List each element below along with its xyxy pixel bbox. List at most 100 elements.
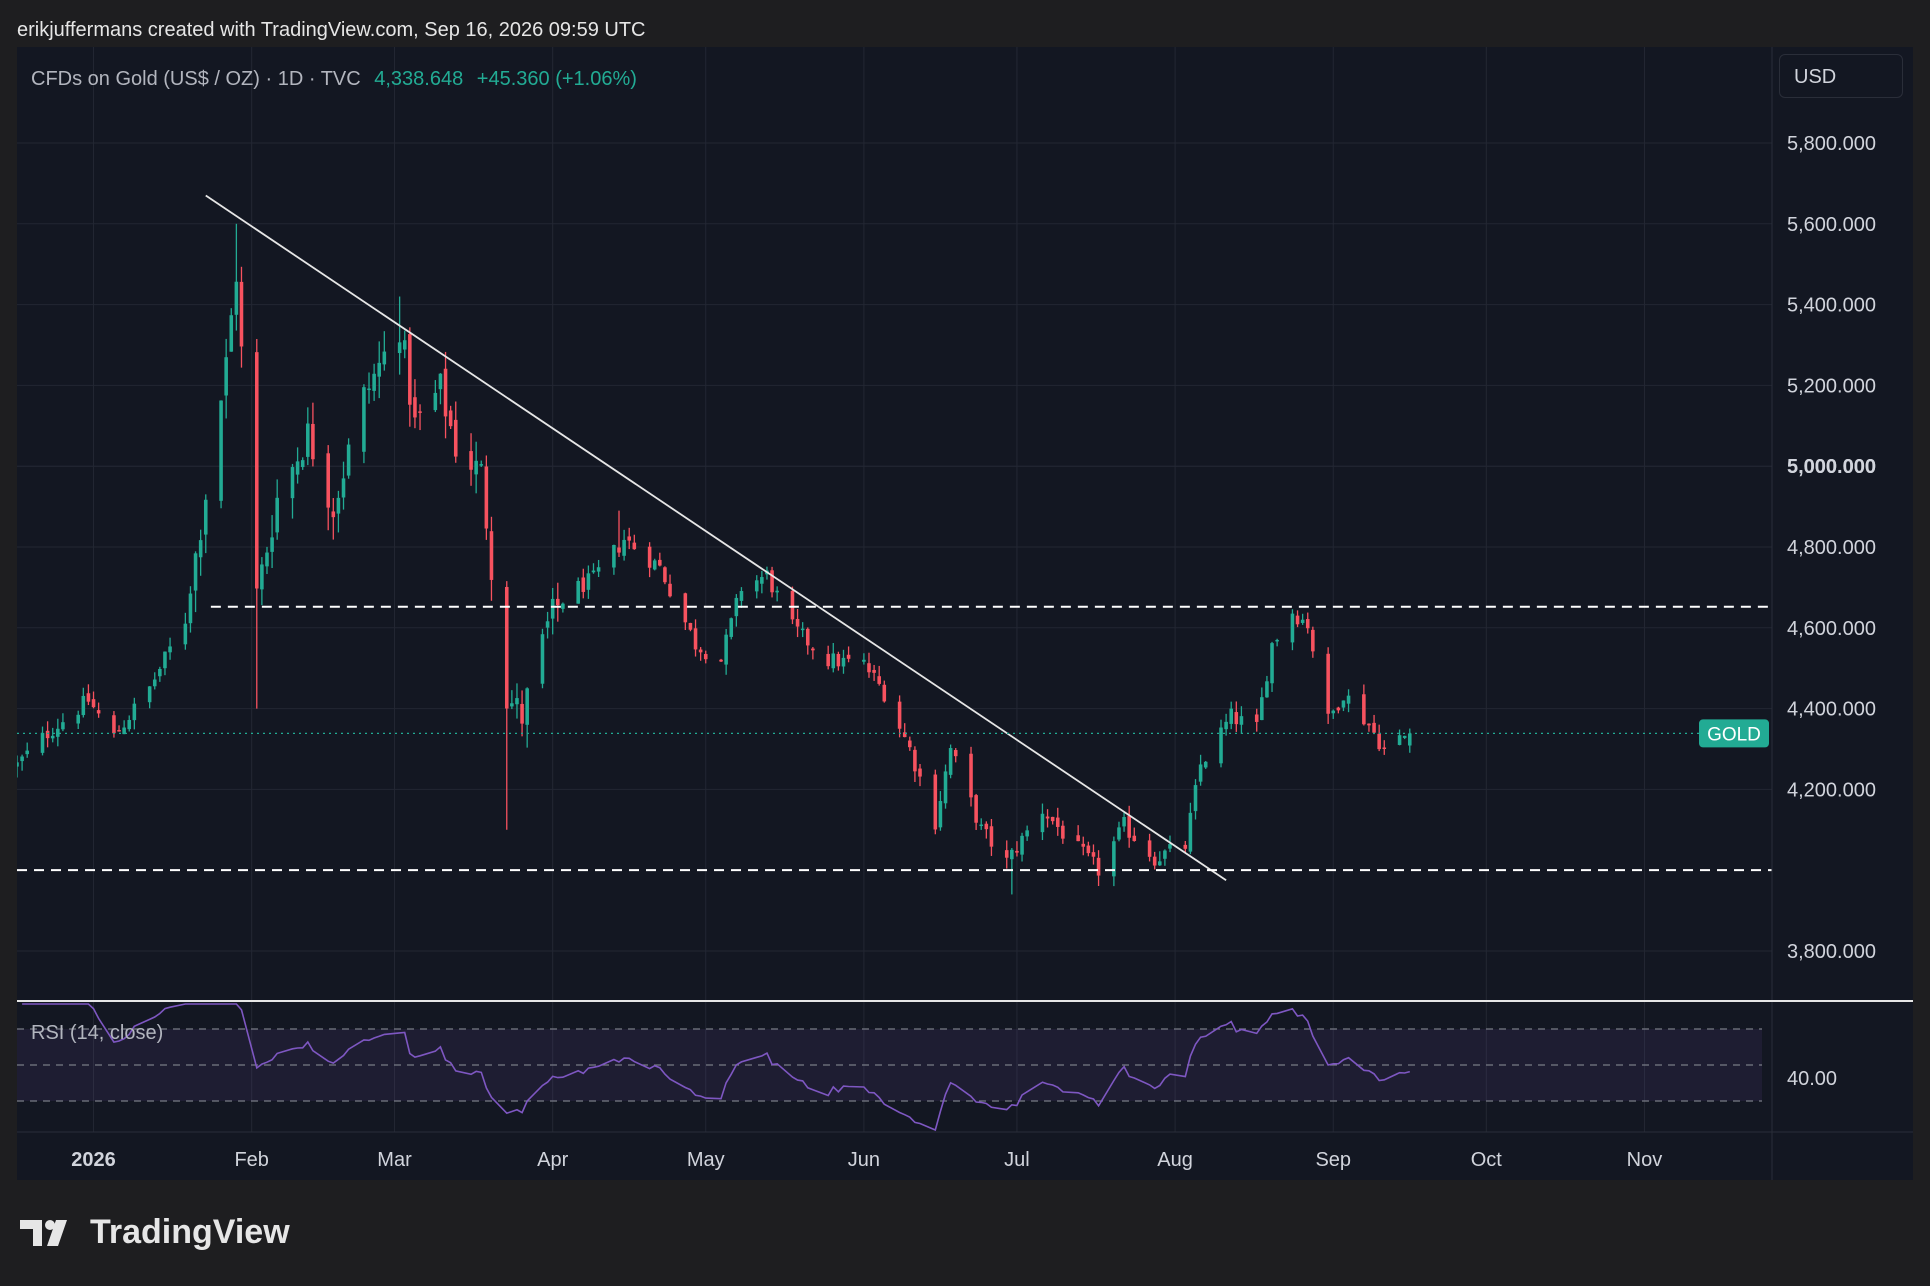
candle-body xyxy=(862,659,866,662)
candle-body xyxy=(1127,815,1131,838)
candle-body xyxy=(668,583,672,597)
candle-body xyxy=(489,531,494,580)
price-tick-label: 5,600.000 xyxy=(1787,214,1876,236)
candle-body xyxy=(754,580,759,592)
candle-body xyxy=(734,597,739,617)
candle-body xyxy=(1112,841,1116,877)
candle-body xyxy=(576,580,580,604)
candle-body xyxy=(1096,857,1101,876)
candle-body xyxy=(581,577,586,592)
candle-body xyxy=(790,590,795,620)
candle-body xyxy=(132,703,137,721)
candle-body xyxy=(96,710,101,714)
candle-body xyxy=(902,732,907,738)
candle-body xyxy=(724,634,728,665)
candle-body xyxy=(545,621,550,628)
candle-body xyxy=(1224,721,1228,730)
candle-body xyxy=(479,464,484,466)
candle-body xyxy=(1091,852,1096,857)
candle-body xyxy=(683,593,688,623)
price-chart[interactable]: 4,652.0024,000.165GOLD4,338.64811:00:45 … xyxy=(17,47,1913,1180)
candle-body xyxy=(1147,840,1152,857)
symbol-badge: GOLD xyxy=(1707,724,1761,745)
candle-body xyxy=(775,590,779,593)
candle-body xyxy=(1311,629,1315,652)
candle-body xyxy=(908,740,912,748)
candle-body xyxy=(504,586,509,709)
candle-body xyxy=(1367,723,1371,726)
tradingview-logo: TradingView xyxy=(20,1213,290,1252)
candle-body xyxy=(510,703,514,707)
candle-body xyxy=(693,628,698,650)
candle-body xyxy=(703,654,708,660)
candle-body xyxy=(841,657,846,667)
candle-body xyxy=(127,719,132,730)
price-tick-label: 5,200.000 xyxy=(1787,375,1876,397)
price-tick-label: 4,400.000 xyxy=(1787,699,1876,721)
candle-body xyxy=(1407,733,1412,746)
candle-body xyxy=(117,730,121,732)
candle-body xyxy=(877,676,881,684)
candle-body xyxy=(1055,817,1060,827)
candle-body xyxy=(617,547,621,553)
candle-body xyxy=(163,651,167,669)
candle-body xyxy=(811,648,815,651)
candle-body xyxy=(1219,727,1223,764)
candle-body xyxy=(652,560,657,570)
candle-body xyxy=(1015,850,1019,853)
candle-body xyxy=(1265,681,1269,698)
candle-body xyxy=(158,668,162,677)
candle-body xyxy=(1010,849,1014,860)
brand-name: TradingView xyxy=(90,1213,290,1251)
candle-body xyxy=(882,684,887,702)
candle-body xyxy=(632,542,637,550)
candle-body xyxy=(152,679,157,687)
candle-body xyxy=(846,654,851,659)
currency-button[interactable]: USD xyxy=(1779,54,1903,98)
candle-body xyxy=(367,388,371,391)
candle-body xyxy=(953,750,958,757)
candle-body xyxy=(800,628,805,631)
candle-body xyxy=(45,730,50,739)
candle-body xyxy=(525,688,529,725)
candle-body xyxy=(1198,764,1203,782)
time-tick-label: Jul xyxy=(1004,1149,1030,1171)
candle-body xyxy=(402,340,407,350)
candle-body xyxy=(948,748,953,775)
time-tick-label: Mar xyxy=(377,1149,412,1171)
candle-body xyxy=(408,334,412,405)
candle-body xyxy=(1290,613,1295,643)
candle-body xyxy=(1132,835,1137,841)
last-price: 4,338.648 xyxy=(374,68,464,90)
chart-area[interactable]: 4,652.0024,000.165GOLD4,338.64811:00:45 … xyxy=(17,47,1913,1180)
candle-body xyxy=(1076,835,1080,842)
candle-body xyxy=(1168,844,1172,849)
candle-body xyxy=(1362,694,1366,725)
candle-body xyxy=(443,368,448,417)
candle-body xyxy=(831,653,836,669)
price-tick-label: 4,600.000 xyxy=(1787,618,1876,640)
candle-body xyxy=(1346,695,1351,704)
candle-body xyxy=(219,400,223,501)
candle-body xyxy=(341,478,346,498)
candle-body xyxy=(25,750,29,755)
candle-body xyxy=(658,559,662,566)
rsi-legend: RSI (14, close) xyxy=(31,1022,164,1044)
candle-body xyxy=(433,392,438,411)
candle-body xyxy=(795,618,800,627)
candle-body xyxy=(20,756,24,762)
candle-body xyxy=(418,411,422,413)
candle-body xyxy=(295,461,300,475)
candle-body xyxy=(193,553,198,591)
candle-body xyxy=(188,593,193,624)
candle-body xyxy=(1163,850,1167,859)
candle-body xyxy=(596,567,601,572)
candle-body xyxy=(867,663,871,673)
candle-body xyxy=(1004,850,1009,858)
candle-body xyxy=(413,397,417,418)
candle-body xyxy=(1382,747,1387,750)
time-tick-label: Apr xyxy=(537,1149,568,1171)
candle-body xyxy=(86,693,91,702)
candle-body xyxy=(1275,639,1279,642)
time-tick-label: Feb xyxy=(234,1149,268,1171)
